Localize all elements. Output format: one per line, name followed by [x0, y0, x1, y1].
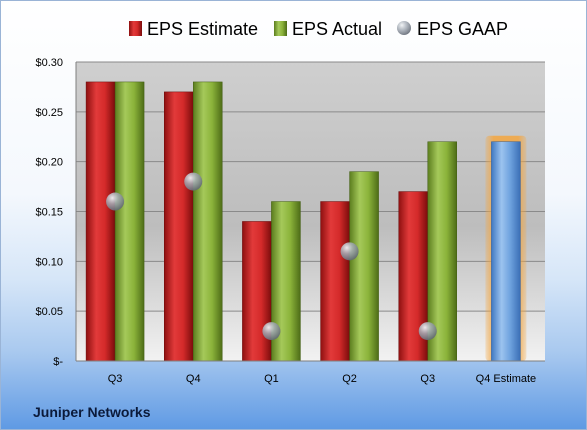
x-tick-label: Q1	[264, 373, 279, 385]
bar-eps-actual	[349, 171, 379, 362]
legend-swatch-eps-estimate	[129, 21, 142, 36]
x-tick-label: Q4 Estimate	[476, 373, 537, 385]
legend-label-eps-actual: EPS Actual	[292, 19, 382, 39]
y-tick-label: $0.15	[35, 207, 63, 219]
bar-eps-estimate	[164, 91, 194, 362]
marker-eps-gaap	[106, 192, 125, 211]
x-tick-label: Q4	[186, 373, 201, 385]
y-tick-label: $0.10	[35, 256, 63, 268]
marker-eps-gaap	[184, 172, 203, 191]
gaap-markers	[106, 172, 437, 341]
y-tick-label: $0.20	[35, 157, 63, 169]
bars	[85, 81, 527, 362]
y-tick-label: $0.05	[35, 306, 63, 318]
y-axis-ticks: $- $0.05 $0.10 $0.15 $0.20 $0.25 $0.30	[35, 57, 63, 368]
marker-eps-gaap	[418, 322, 437, 341]
company-name: Juniper Networks	[33, 404, 151, 420]
marker-eps-gaap	[262, 322, 281, 341]
legend: EPS Estimate EPS Actual EPS GAAP	[129, 19, 508, 39]
legend-label-eps-estimate: EPS Estimate	[147, 19, 258, 39]
bar-eps-estimate	[242, 221, 272, 362]
y-tick-label: $-	[53, 356, 63, 368]
legend-swatch-eps-actual	[274, 21, 287, 36]
marker-eps-gaap	[340, 242, 359, 261]
bar-eps-actual	[193, 81, 223, 362]
bar-eps-estimate	[85, 81, 116, 362]
x-tick-label: Q3	[108, 373, 123, 385]
bar-eps-estimate	[320, 201, 350, 362]
legend-label-eps-gaap: EPS GAAP	[417, 19, 508, 39]
gridlines	[76, 61, 545, 312]
y-tick-label: $0.25	[35, 107, 63, 119]
x-tick-label: Q3	[420, 373, 435, 385]
bar-eps-actual	[114, 81, 145, 362]
legend-swatch-eps-gaap	[397, 21, 411, 35]
x-axis-ticks: Q3 Q4 Q1 Q2 Q3 Q4 Estimate	[108, 373, 536, 385]
bar-q4-estimate	[491, 141, 521, 362]
x-tick-label: Q2	[342, 373, 357, 385]
y-tick-label: $0.30	[35, 57, 63, 69]
